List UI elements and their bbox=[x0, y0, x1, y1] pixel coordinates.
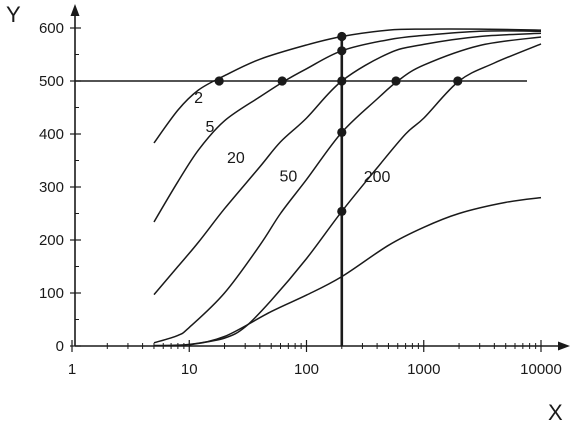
tick-marks bbox=[70, 27, 542, 352]
y-tick-label: 500 bbox=[39, 73, 64, 90]
x-tick-label: 1 bbox=[68, 361, 76, 378]
curve-label: 20 bbox=[227, 150, 245, 167]
y-tick-label: 400 bbox=[39, 126, 64, 143]
marker-point bbox=[214, 76, 224, 86]
marker-point bbox=[277, 76, 287, 86]
y-axis-title: Y bbox=[6, 2, 21, 27]
curve-200 bbox=[189, 43, 542, 346]
marker-point bbox=[453, 76, 463, 86]
curve-label: 5 bbox=[205, 119, 214, 136]
x-axis-title: X bbox=[548, 400, 563, 424]
marker-point bbox=[337, 76, 347, 86]
curve-label: 2 bbox=[194, 90, 203, 107]
marker-point bbox=[337, 127, 347, 138]
y-tick-label: 0 bbox=[56, 338, 64, 355]
y-tick-label: 100 bbox=[39, 285, 64, 302]
curve-2 bbox=[153, 28, 542, 144]
y-axis-arrow bbox=[70, 4, 80, 16]
x-tick-label: 1000 bbox=[407, 361, 440, 378]
curve-50 bbox=[153, 36, 542, 344]
axes bbox=[70, 4, 570, 351]
curve-20 bbox=[153, 32, 542, 296]
marker-point bbox=[337, 46, 347, 56]
x-tick-label: 10 bbox=[181, 361, 198, 378]
curve-label: 50 bbox=[279, 168, 297, 185]
x-axis-arrow bbox=[558, 341, 570, 351]
x-tick-label: 100 bbox=[294, 361, 319, 378]
curve-5 bbox=[153, 30, 542, 223]
marker-point bbox=[337, 31, 347, 42]
y-tick-label: 600 bbox=[39, 20, 64, 37]
curve-unlabeled bbox=[153, 196, 542, 347]
curve-label: 200 bbox=[364, 169, 391, 186]
labels: 1 10 100 1000 10000 0 100 200 300 400 500 600 25 20 50… bbox=[39, 20, 562, 378]
x-tick-label: 10000 bbox=[520, 361, 562, 378]
marker-point bbox=[337, 206, 347, 216]
y-tick-label: 200 bbox=[39, 232, 64, 249]
y-tick-label: 300 bbox=[39, 179, 64, 196]
curves bbox=[153, 28, 542, 347]
marker-point bbox=[391, 76, 401, 86]
markers bbox=[214, 31, 463, 216]
